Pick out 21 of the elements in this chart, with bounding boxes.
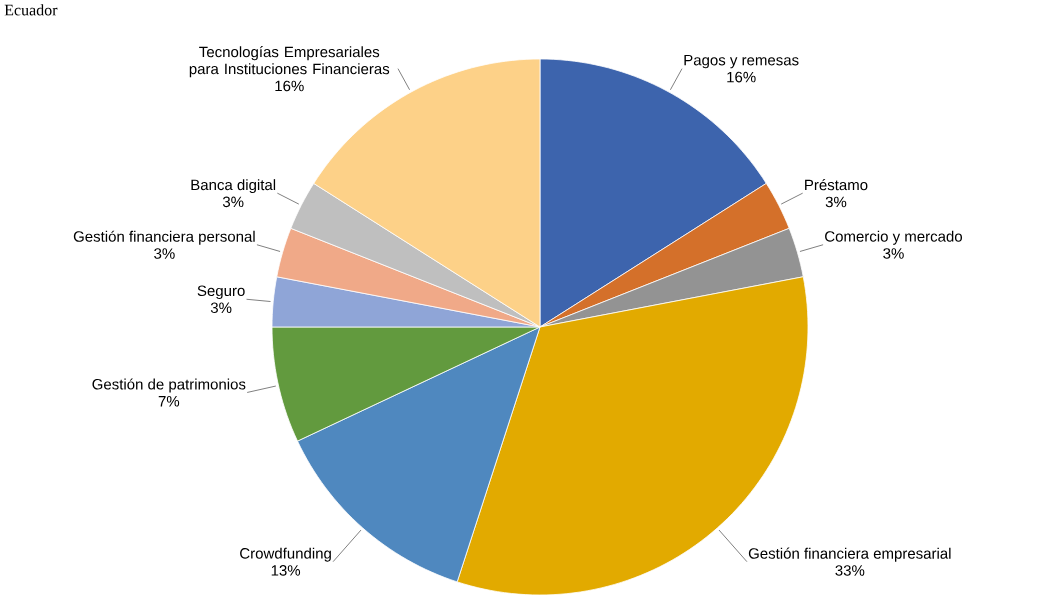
data-label: 3% (154, 248, 175, 259)
data-label: 3% (825, 196, 847, 208)
slice-label: Gestión financiera empresarial (748, 547, 951, 562)
slice-label: Tecnologías Empresariales para Instituciones Financieras (189, 46, 390, 78)
data-label: 7% (158, 396, 180, 407)
slice-label: Banca digital (191, 179, 276, 194)
data-label: 3% (222, 196, 244, 208)
data-label: 33% (835, 565, 865, 576)
data-label: 3% (883, 248, 904, 259)
slice-label: Seguro (197, 285, 245, 300)
chart-title: Ecuador (4, 4, 58, 16)
slice-label: Pagos y remesas (684, 54, 799, 69)
slice-label: Comercio y mercado (825, 230, 963, 245)
data-label: 3% (210, 302, 232, 314)
data-label: 16% (275, 80, 304, 92)
slice-label: Crowdfunding (240, 547, 331, 562)
data-label: 13% (271, 565, 301, 576)
slice-label: Gestión de patrimonios (92, 378, 246, 393)
slice-label: Gestión financiera personal (73, 230, 255, 245)
slice-label: Préstamo (805, 179, 868, 191)
data-label: 16% (727, 71, 756, 83)
